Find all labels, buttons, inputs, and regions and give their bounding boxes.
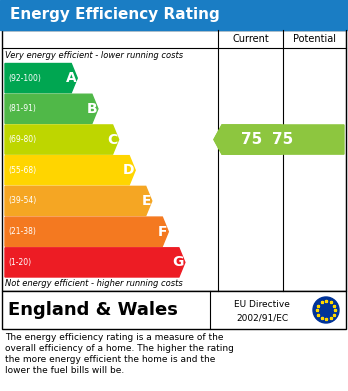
- Text: 2002/91/EC: 2002/91/EC: [236, 313, 288, 322]
- Text: (69-80): (69-80): [8, 135, 36, 144]
- Polygon shape: [5, 248, 185, 277]
- Bar: [2, 291, 346, 329]
- Polygon shape: [5, 187, 152, 215]
- Text: (55-68): (55-68): [8, 166, 36, 175]
- Text: (81-91): (81-91): [8, 104, 36, 113]
- Polygon shape: [5, 217, 168, 246]
- Text: (92-100): (92-100): [8, 74, 41, 83]
- Polygon shape: [5, 94, 98, 124]
- Text: Potential: Potential: [293, 34, 336, 44]
- Text: Energy Efficiency Rating: Energy Efficiency Rating: [10, 7, 220, 23]
- Text: the more energy efficient the home is and the: the more energy efficient the home is an…: [5, 355, 215, 364]
- Text: overall efficiency of a home. The higher the rating: overall efficiency of a home. The higher…: [5, 344, 234, 353]
- Text: A: A: [65, 71, 76, 85]
- Text: Very energy efficient - lower running costs: Very energy efficient - lower running co…: [5, 50, 183, 59]
- Text: D: D: [123, 163, 134, 177]
- Text: Current: Current: [232, 34, 269, 44]
- Text: C: C: [108, 133, 118, 147]
- Circle shape: [313, 297, 339, 323]
- Text: E: E: [141, 194, 151, 208]
- Text: 75: 75: [272, 132, 294, 147]
- Text: B: B: [86, 102, 97, 116]
- Text: lower the fuel bills will be.: lower the fuel bills will be.: [5, 366, 124, 375]
- Bar: [0, 0, 348, 30]
- Text: EU Directive: EU Directive: [234, 300, 290, 309]
- Polygon shape: [5, 125, 119, 154]
- Polygon shape: [5, 156, 135, 185]
- Text: (1-20): (1-20): [8, 258, 31, 267]
- Text: 75: 75: [241, 132, 262, 147]
- Text: England & Wales: England & Wales: [8, 301, 178, 319]
- Text: Not energy efficient - higher running costs: Not energy efficient - higher running co…: [5, 280, 183, 289]
- Text: (39-54): (39-54): [8, 196, 36, 205]
- Text: (21-38): (21-38): [8, 227, 36, 236]
- Bar: [2, 30, 346, 291]
- Text: F: F: [158, 225, 167, 239]
- Polygon shape: [5, 63, 77, 93]
- Polygon shape: [214, 125, 344, 154]
- Text: G: G: [173, 255, 184, 269]
- Polygon shape: [214, 125, 281, 154]
- Text: The energy efficiency rating is a measure of the: The energy efficiency rating is a measur…: [5, 333, 223, 342]
